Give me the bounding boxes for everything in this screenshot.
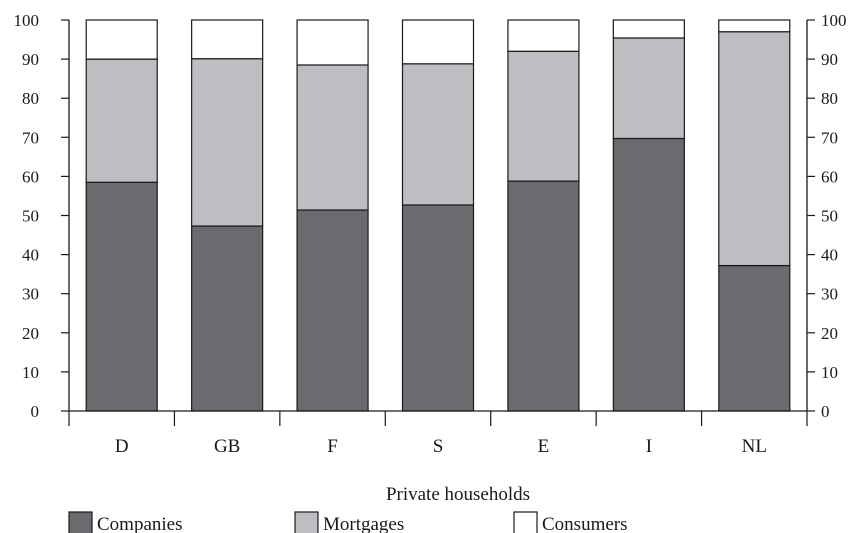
bar-segment-s-companies xyxy=(401,204,475,412)
y-tick-label-left: 100 xyxy=(14,11,40,30)
bar-segment-nl-mortgages xyxy=(718,31,791,267)
y-tick-label-right: 60 xyxy=(821,167,838,186)
y-tick-label-right: 20 xyxy=(821,324,838,343)
bar-segment-e-consumers xyxy=(507,19,580,52)
x-tick-label-s: S xyxy=(433,436,444,457)
y-tick-label-right: 40 xyxy=(821,246,838,265)
bar-segment-i-consumers xyxy=(612,19,685,39)
bar-segment-d-consumers xyxy=(85,19,158,60)
y-tick-label-left: 40 xyxy=(22,246,39,265)
y-tick-label-left: 70 xyxy=(22,128,39,147)
labels-layer: D GB F S E I NL 0 0 10 10 20 20 30 30 40 40 50 50 60 60 70 70 8… xyxy=(14,11,847,457)
x-tick-label-d: D xyxy=(115,436,129,457)
legend-label-companies: Companies xyxy=(97,514,183,533)
y-tick-label-left: 30 xyxy=(22,285,39,304)
legend-swatch-consumers xyxy=(513,511,538,533)
bar-segment-d-companies xyxy=(85,181,158,412)
y-tick-label-left: 20 xyxy=(22,324,39,343)
y-tick-label-left: 60 xyxy=(22,167,39,186)
bar-segment-nl-consumers xyxy=(718,19,791,33)
axes-layer xyxy=(61,19,815,426)
y-tick-label-right: 90 xyxy=(821,50,838,69)
bar-segment-gb-companies xyxy=(191,225,264,412)
y-tick-label-right: 0 xyxy=(821,402,830,421)
x-tick-label-i: I xyxy=(646,436,652,457)
y-tick-label-right: 70 xyxy=(821,128,838,147)
legend-label-consumers: Consumers xyxy=(542,514,628,533)
y-tick-label-left: 50 xyxy=(22,207,39,226)
bar-segment-f-mortgages xyxy=(296,64,369,211)
y-tick-label-left: 10 xyxy=(22,363,39,382)
bar-segment-gb-consumers xyxy=(191,19,264,60)
y-tick-label-right: 10 xyxy=(821,363,838,382)
x-tick-label-e: E xyxy=(538,436,550,457)
legend-swatch-companies xyxy=(68,511,93,533)
bar-segment-e-mortgages xyxy=(507,50,580,182)
y-tick-label-right: 100 xyxy=(821,11,847,30)
y-tick-label-right: 50 xyxy=(821,207,838,226)
x-tick-label-f: F xyxy=(327,436,338,457)
bar-segment-s-mortgages xyxy=(401,63,475,206)
legend-label-mortgages: Mortgages xyxy=(323,514,404,533)
legend-swatch-mortgages xyxy=(294,511,319,533)
x-tick-label-gb: GB xyxy=(214,436,240,457)
y-tick-label-left: 0 xyxy=(31,402,40,421)
group-label: Private households xyxy=(386,484,530,505)
bar-segment-f-consumers xyxy=(296,19,369,66)
bar-segment-d-mortgages xyxy=(85,58,158,183)
bars-layer xyxy=(85,19,791,412)
bar-segment-nl-companies xyxy=(718,264,791,412)
y-tick-label-left: 80 xyxy=(22,89,39,108)
y-tick-label-left: 90 xyxy=(22,50,39,69)
bar-segment-s-consumers xyxy=(401,19,475,65)
y-tick-label-right: 30 xyxy=(821,285,838,304)
x-tick-label-nl: NL xyxy=(742,436,767,457)
bar-segment-f-companies xyxy=(296,209,369,412)
bar-segment-i-companies xyxy=(612,137,685,412)
legend: Companies Mortgages Consumers xyxy=(68,511,628,533)
y-tick-label-right: 80 xyxy=(821,89,838,108)
bar-segment-e-companies xyxy=(507,180,580,412)
bar-segment-i-mortgages xyxy=(612,37,685,140)
bar-segment-gb-mortgages xyxy=(191,58,264,227)
